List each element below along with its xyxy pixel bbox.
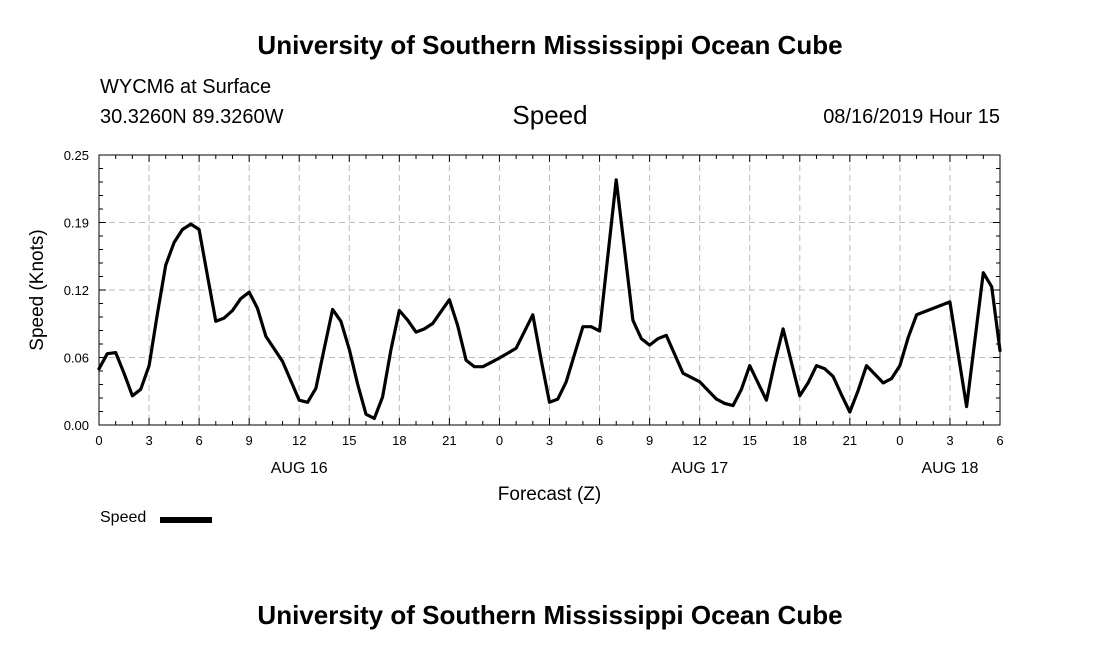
y-tick-label: 0.12 xyxy=(64,283,89,298)
x-tick-label: 15 xyxy=(742,433,756,448)
x-tick-label: 3 xyxy=(546,433,553,448)
forecast-timestamp: 08/16/2019 Hour 15 xyxy=(823,106,1000,128)
x-tick-label: 21 xyxy=(843,433,857,448)
chart-title: Speed xyxy=(512,100,588,130)
x-tick-label: 0 xyxy=(496,433,503,448)
footer-title: University of Southern Mississippi Ocean… xyxy=(257,600,843,630)
tick-layer xyxy=(98,154,1001,426)
label-layer: 0 3 6 9 12 15 18 21 0 3 6 9 12 15 18 21 0 3 6 0.00 0.06 0.12 0… xyxy=(27,148,1004,505)
series-line-speed xyxy=(97,178,1002,421)
legend-line-swatch xyxy=(160,517,212,523)
x-tick-label: 6 xyxy=(195,433,202,448)
x-tick-label: 15 xyxy=(342,433,356,448)
x-tick-label: 18 xyxy=(793,433,807,448)
x-tick-label: 18 xyxy=(392,433,406,448)
header-title: University of Southern Mississippi Ocean… xyxy=(257,30,843,60)
y-axis-title: Speed (Knots) xyxy=(27,229,48,350)
station-coords: 30.3260N 89.3260W xyxy=(100,106,284,128)
plot-frame xyxy=(98,154,1001,426)
y-tick-label: 0.06 xyxy=(64,351,89,366)
series-layer xyxy=(97,178,1002,421)
x-axis-title: Forecast (Z) xyxy=(498,484,601,505)
date-label: AUG 17 xyxy=(671,460,728,477)
y-tick-label: 0.00 xyxy=(64,418,89,433)
grid-layer xyxy=(99,155,1000,425)
x-tick-label: 6 xyxy=(996,433,1003,448)
x-tick-label: 0 xyxy=(95,433,102,448)
x-tick-label: 6 xyxy=(596,433,603,448)
station-name: WYCM6 at Surface xyxy=(100,76,272,98)
x-tick-label: 9 xyxy=(646,433,653,448)
y-tick-label: 0.25 xyxy=(64,148,89,163)
legend-label: Speed xyxy=(100,509,147,526)
x-tick-label: 21 xyxy=(442,433,456,448)
date-label: AUG 18 xyxy=(921,460,978,477)
x-tick-label: 3 xyxy=(946,433,953,448)
x-tick-label: 12 xyxy=(692,433,706,448)
x-tick-label: 9 xyxy=(246,433,253,448)
date-label: AUG 16 xyxy=(271,460,328,477)
x-tick-label: 0 xyxy=(896,433,903,448)
x-tick-label: 12 xyxy=(292,433,306,448)
x-tick-label: 3 xyxy=(145,433,152,448)
y-tick-label: 0.19 xyxy=(64,216,89,231)
